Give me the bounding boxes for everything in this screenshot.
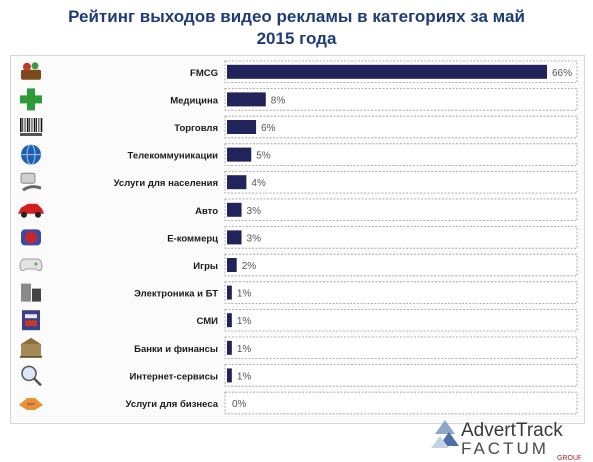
medical-cross-icon <box>20 88 42 111</box>
value-label: 3% <box>247 233 262 244</box>
category-label: Медицина <box>170 95 218 106</box>
value-label: 3% <box>247 206 262 217</box>
bar-track <box>224 281 578 304</box>
chart-title: Рейтинг выходов видео рекламы в категори… <box>0 6 593 50</box>
bar-track <box>224 198 578 222</box>
chart-title-line2: 2015 года <box>256 29 337 48</box>
chart-row: FMCG 66% <box>21 60 578 84</box>
bar <box>227 230 242 245</box>
value-label: 1% <box>237 316 252 327</box>
category-label: Услуги для населения <box>114 178 218 189</box>
chart-row: Телекоммуникации 5% <box>21 143 578 166</box>
electronics-icon <box>21 283 41 302</box>
magnifier-icon <box>21 365 42 387</box>
value-label: 0% <box>232 399 247 410</box>
bar-track <box>224 226 578 249</box>
bar-track <box>224 391 578 415</box>
category-label: Интернет-сервисы <box>130 371 218 382</box>
bar <box>227 368 232 383</box>
category-label: FMCG <box>190 68 218 79</box>
category-label: СМИ <box>197 316 219 327</box>
chart-row: Медицина 8% <box>20 88 578 111</box>
barcode-icon <box>20 118 43 136</box>
value-label: 5% <box>256 151 271 162</box>
chart-row: Услуги для бизнеса 0% <box>19 391 578 415</box>
bar <box>227 285 232 300</box>
shopping-cart-icon <box>21 229 41 246</box>
value-label: 1% <box>237 344 252 355</box>
bar <box>227 64 547 79</box>
chart-frame: FMCG 66% Медицина 8% Торговля 6% Телекоммуника… <box>10 55 585 424</box>
service-hand-icon <box>20 172 42 192</box>
brand-name-group: GROUP <box>557 455 581 460</box>
value-label: 1% <box>237 371 252 382</box>
chart-row: Банки и финансы 1% <box>20 336 578 360</box>
chart-row: Электроника и БТ 1% <box>21 281 578 304</box>
bar <box>227 92 266 107</box>
bar-track <box>224 115 578 139</box>
bar <box>227 175 247 190</box>
chart-title-line1: Рейтинг выходов видео рекламы в категори… <box>68 7 525 26</box>
chart-row: Услуги для населения 4% <box>20 171 578 194</box>
gamepad-icon <box>19 258 43 271</box>
bar <box>227 147 252 162</box>
category-label: Банки и финансы <box>134 344 218 355</box>
category-label: Услуги для бизнеса <box>126 399 219 410</box>
newspaper-icon <box>22 310 40 331</box>
category-label: Авто <box>195 206 218 217</box>
chart-row: Торговля 6% <box>20 115 578 139</box>
bar-track <box>224 171 578 194</box>
globe-icon <box>21 144 41 166</box>
bar <box>227 258 237 272</box>
category-label: Е-коммерц <box>167 233 218 244</box>
value-label: 66% <box>552 68 572 79</box>
bar-track <box>224 253 578 277</box>
shopping-basket-icon <box>21 62 41 80</box>
red-car-icon <box>18 203 44 218</box>
bar-chart: FMCG 66% Медицина 8% Торговля 6% Телекоммуника… <box>18 60 578 415</box>
category-label: Электроника и БТ <box>134 289 218 300</box>
value-label: 2% <box>242 261 257 272</box>
chart-row: СМИ 1% <box>22 308 578 332</box>
chart-row: Игры 2% <box>19 253 578 277</box>
bar <box>227 202 242 217</box>
bar-track <box>224 308 578 332</box>
brand-name-advert-track: AdvertTrack <box>461 420 563 441</box>
category-label: Игры <box>193 261 218 272</box>
bar <box>227 340 232 355</box>
category-label: Торговля <box>174 123 218 134</box>
category-label: Телекоммуникации <box>128 151 219 162</box>
logo-mark <box>431 420 459 448</box>
bar <box>227 120 257 134</box>
value-label: 4% <box>251 178 266 189</box>
handshake-icon <box>19 398 43 410</box>
bar <box>227 313 232 328</box>
value-label: 6% <box>261 123 276 134</box>
advert-track-factum-logo: AdvertTrack FACTUM GROUP <box>431 420 581 460</box>
brand-name-factum: FACTUM <box>461 439 549 458</box>
chart-row: Интернет-сервисы 1% <box>21 364 578 387</box>
bar-track <box>224 88 578 111</box>
value-label: 8% <box>271 95 286 106</box>
bar-track <box>224 364 578 387</box>
bank-icon <box>20 337 42 358</box>
bar-track <box>224 336 578 360</box>
bar-track <box>224 143 578 166</box>
chart-row: Авто 3% <box>18 198 578 222</box>
value-label: 1% <box>237 289 252 300</box>
chart-row: Е-коммерц 3% <box>21 226 578 249</box>
